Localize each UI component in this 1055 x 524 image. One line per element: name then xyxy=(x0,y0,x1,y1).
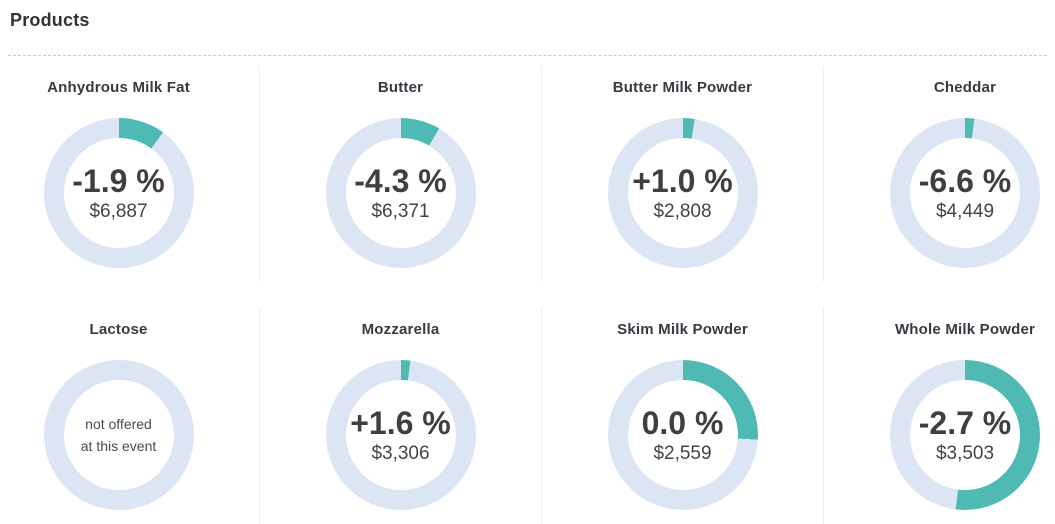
product-title: Whole Milk Powder xyxy=(894,321,1036,338)
donut-chart: -4.3 % $6,371 xyxy=(325,118,476,268)
price-value: $3,306 xyxy=(371,442,430,464)
products-grid: Anhydrous Milk Fat -1.9 % $6,887 Butter … xyxy=(0,56,1055,524)
change-percent: -1.9 % xyxy=(72,162,165,199)
product-card-lactose: Lactose not offered at this event xyxy=(0,308,260,524)
product-title: Lactose xyxy=(89,321,148,338)
change-percent: +1.6 % xyxy=(350,404,451,441)
product-title: Cheddar xyxy=(933,79,997,96)
product-title: Butter Milk Powder xyxy=(612,79,753,96)
donut-center: -1.9 % $6,887 xyxy=(63,138,174,248)
product-card-skim-milk-powder: Skim Milk Powder 0.0 % $2,559 xyxy=(542,308,824,524)
donut-center: +1.0 % $2,808 xyxy=(627,138,738,248)
donut-center: 0.0 % $2,559 xyxy=(627,380,738,490)
donut-chart: -6.6 % $4,449 xyxy=(890,118,1040,268)
product-title: Skim Milk Powder xyxy=(617,321,748,338)
change-percent: -4.3 % xyxy=(354,162,447,199)
product-card-whole-milk-powder: Whole Milk Powder -2.7 % $3,503 xyxy=(824,308,1055,524)
product-card-butter-milk-powder: Butter Milk Powder +1.0 % $2,808 xyxy=(542,66,824,282)
price-value: $2,559 xyxy=(653,442,712,464)
donut-center: +1.6 % $3,306 xyxy=(345,380,456,490)
price-value: $4,449 xyxy=(935,200,995,222)
page-title: Products xyxy=(10,10,90,30)
product-title: Mozzarella xyxy=(361,321,440,338)
donut-chart: -2.7 % $3,503 xyxy=(890,360,1040,510)
product-card-anhydrous-milk-fat: Anhydrous Milk Fat -1.9 % $6,887 xyxy=(0,66,260,282)
donut-center: -4.3 % $6,371 xyxy=(345,138,456,248)
donut-center: -2.7 % $3,503 xyxy=(910,380,1020,490)
price-value: $6,887 xyxy=(89,200,148,222)
price-value: $2,808 xyxy=(653,200,712,222)
change-percent: 0.0 % xyxy=(641,404,724,441)
change-percent: -6.6 % xyxy=(918,162,1012,199)
dashed-divider xyxy=(8,55,1047,56)
donut-center: not offered at this event xyxy=(63,380,174,490)
donut-chart: +1.6 % $3,306 xyxy=(325,360,476,510)
donut-chart: -1.9 % $6,887 xyxy=(43,118,194,268)
change-percent: +1.0 % xyxy=(632,162,733,199)
change-percent: -2.7 % xyxy=(918,404,1012,441)
note-line-1: not offered xyxy=(85,416,152,432)
price-value: $6,371 xyxy=(371,200,430,222)
donut-center: -6.6 % $4,449 xyxy=(910,138,1020,248)
product-title: Butter xyxy=(377,79,424,96)
not-offered-note: not offered at this event xyxy=(81,413,157,457)
product-card-cheddar: Cheddar -6.6 % $4,449 xyxy=(824,66,1055,282)
product-card-butter: Butter -4.3 % $6,371 xyxy=(260,66,542,282)
product-title: Anhydrous Milk Fat xyxy=(47,79,190,96)
donut-chart: not offered at this event xyxy=(43,360,194,510)
page-header: Products xyxy=(0,0,1055,31)
price-value: $3,503 xyxy=(935,442,995,464)
donut-chart: +1.0 % $2,808 xyxy=(607,118,758,268)
note-line-2: at this event xyxy=(80,438,157,454)
product-card-mozzarella: Mozzarella +1.6 % $3,306 xyxy=(260,308,542,524)
donut-chart: 0.0 % $2,559 xyxy=(607,360,758,510)
